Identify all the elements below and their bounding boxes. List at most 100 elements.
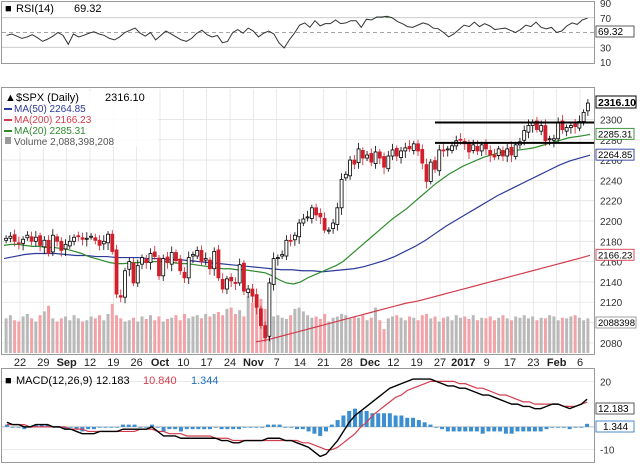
rsi-tick-label: 10 — [600, 58, 612, 69]
candle-body — [467, 143, 471, 153]
rsi-label-prefix: ■ — [5, 3, 12, 15]
macd-histogram-bar — [260, 426, 265, 428]
ma-value-tag-text: 2166.23 — [598, 250, 632, 261]
ma-value-tag — [595, 127, 635, 140]
volume-bar — [569, 316, 573, 353]
candle-body — [140, 257, 144, 265]
volume-bar — [539, 317, 543, 353]
macd-histogram-bar — [457, 426, 462, 432]
volume-bar — [348, 318, 352, 353]
macd-histogram-bar — [556, 426, 561, 428]
volume-bar — [246, 296, 250, 353]
volume-bar — [318, 318, 322, 353]
volume-bar — [526, 318, 530, 353]
candle-body — [348, 159, 352, 177]
volume-bar — [471, 315, 475, 353]
volume-bar — [17, 321, 21, 353]
volume-bar — [51, 318, 55, 353]
volume-bar — [225, 308, 229, 353]
price-tick-label: 2200 — [600, 217, 623, 228]
volume-bar — [284, 318, 288, 353]
macd-histogram-bar — [515, 426, 520, 432]
candle-body — [411, 143, 416, 151]
volume-bar — [420, 315, 424, 353]
candle-body — [135, 265, 140, 284]
volume-bar — [331, 317, 335, 353]
rsi-tick-label: 70 — [600, 14, 612, 25]
ticker-label: $SPX (Daily) — [16, 92, 79, 104]
macd-value-tag: 12.183 — [595, 402, 635, 415]
last-price-tag-text: 2316.10 — [598, 97, 636, 109]
macd-indicator-label: MACD(12,26,9) — [16, 375, 92, 387]
candle-body — [259, 308, 263, 326]
candle-body — [564, 127, 569, 132]
volume-bar — [115, 315, 119, 353]
x-tick-label: 10 — [177, 357, 189, 369]
candle-body — [33, 236, 38, 242]
macd-tick-label: 20 — [600, 377, 612, 388]
volume-bar — [310, 317, 314, 353]
volume-bar — [467, 318, 471, 353]
macd-histogram-bar — [451, 426, 456, 432]
macd-histogram-bar — [97, 426, 102, 428]
price-tick-label: 2300 — [600, 115, 623, 126]
volume-bar — [488, 316, 492, 353]
macd-histogram-bar — [115, 426, 120, 428]
volume-bar — [76, 318, 80, 353]
price-tick-label: 2080 — [600, 339, 623, 350]
candle-body — [8, 235, 13, 239]
volume-bar — [416, 320, 420, 353]
candle-body — [509, 146, 514, 156]
volume-bar — [174, 315, 178, 353]
macd-histogram-bar — [202, 426, 207, 430]
volume-bar — [518, 317, 522, 353]
volume-bar — [250, 302, 254, 353]
macd-histogram-bar — [295, 426, 299, 430]
macd-histogram-bar — [16, 426, 21, 428]
candle-body — [484, 142, 488, 150]
macd-histogram-bar — [399, 415, 404, 427]
candle-body — [458, 138, 463, 141]
candle-body — [326, 229, 331, 232]
macd-histogram-bar — [364, 410, 369, 427]
price-panel: 2300228022602240222022002180216021402120… — [1, 87, 637, 369]
candle-body — [25, 234, 30, 239]
candle-body — [433, 160, 437, 170]
candle-body — [420, 149, 425, 164]
macd-histogram-bar — [207, 426, 212, 430]
x-tick-label: 9 — [484, 357, 490, 369]
volume-bar — [509, 320, 513, 353]
macd-panel: 200-10 ■ MACD(12,26,9) 12.183 10.840 1.3… — [1, 368, 635, 463]
volume-bar — [323, 313, 327, 353]
volume-bar — [340, 313, 344, 353]
volume-bar — [157, 316, 161, 353]
macd-histogram-bar — [463, 426, 468, 432]
candle-body — [390, 149, 395, 157]
macd-histogram-bar — [33, 424, 38, 427]
candle-body — [225, 278, 229, 290]
candle-body — [110, 233, 115, 252]
last-price-tag: 2316.10 — [595, 95, 637, 109]
volume-bar — [165, 318, 169, 353]
volume-tag: 2088398 — [595, 316, 637, 329]
volume-bar — [344, 315, 348, 353]
candle-body — [492, 154, 497, 158]
macd-signal-value: 10.840 — [143, 375, 177, 387]
candle-body — [165, 256, 170, 264]
candle-body — [568, 125, 573, 128]
volume-bar — [463, 316, 467, 353]
volume-bar — [127, 320, 131, 353]
macd-histogram-bar — [382, 413, 387, 427]
volume-bar — [497, 317, 501, 353]
macd-histogram-bar — [231, 426, 236, 430]
macd-value-tag-text: 12.183 — [598, 404, 629, 415]
macd-histogram-bar — [10, 426, 15, 428]
x-tick-label: Sep — [57, 357, 77, 369]
macd-histogram-bar — [74, 426, 79, 430]
x-tick-label: 29 — [37, 357, 49, 369]
legend-swatch — [5, 137, 11, 144]
volume-bar — [412, 317, 416, 353]
candle-body — [479, 144, 484, 152]
candle-body — [556, 122, 561, 140]
volume-bar — [458, 317, 462, 353]
